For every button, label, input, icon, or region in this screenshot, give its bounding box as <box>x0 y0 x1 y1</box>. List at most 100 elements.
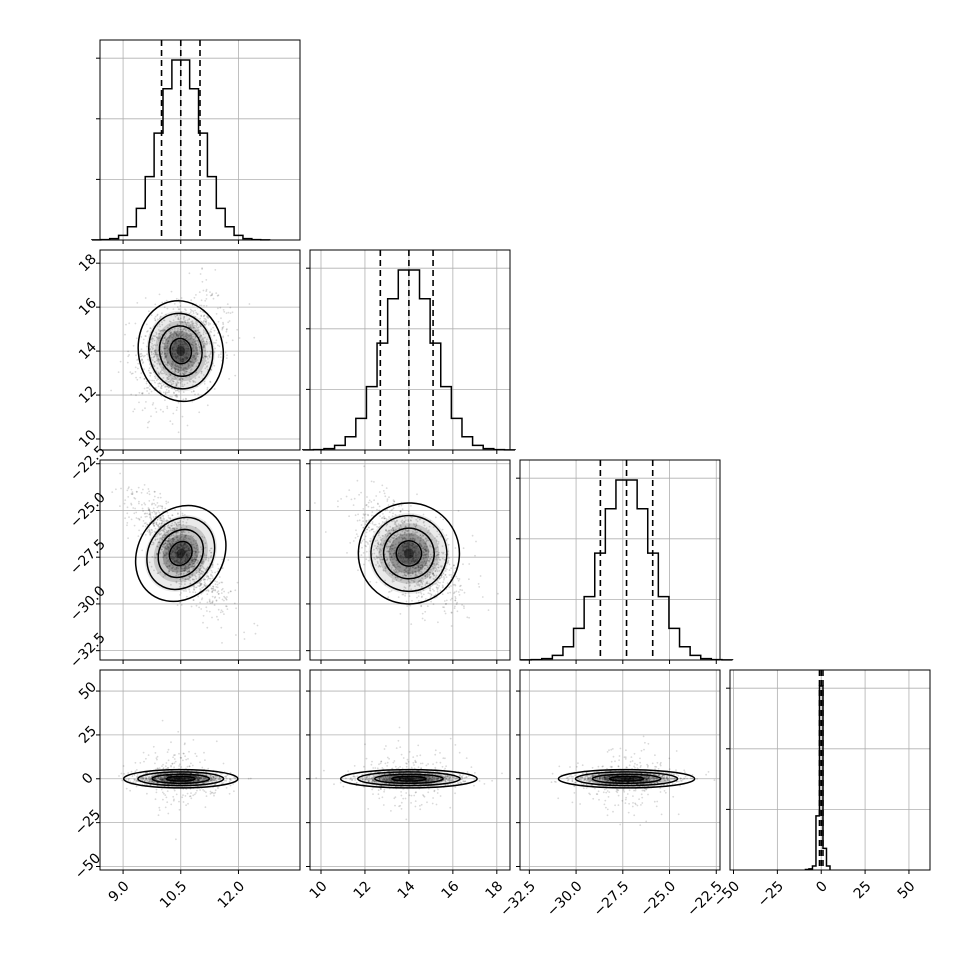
sample-point <box>402 561 404 564</box>
sample-point <box>192 365 194 368</box>
sample-point <box>181 358 184 361</box>
sample-point <box>394 551 396 554</box>
sample-point <box>151 359 154 361</box>
sample-point <box>223 775 226 778</box>
sample-point <box>190 343 193 346</box>
sample-point <box>179 565 182 568</box>
sample-point <box>197 573 200 576</box>
sample-point <box>412 543 415 546</box>
sample-point <box>159 505 162 507</box>
sample-point <box>182 531 185 533</box>
sample-point <box>403 551 406 554</box>
sample-point <box>152 363 155 366</box>
sample-point <box>337 500 339 502</box>
sample-point <box>165 502 168 505</box>
sample-point <box>166 540 169 542</box>
sample-point <box>175 777 178 779</box>
sample-point <box>175 342 178 345</box>
sample-point <box>438 553 440 556</box>
sample-point <box>175 559 178 562</box>
sample-point <box>207 317 210 320</box>
panel-frame <box>99 249 301 451</box>
sample-point <box>187 579 190 581</box>
sample-point <box>179 552 182 555</box>
sample-point <box>141 358 143 361</box>
sample-point <box>166 352 169 355</box>
sample-point <box>200 570 203 572</box>
sample-point <box>210 351 212 354</box>
sample-point <box>123 502 126 505</box>
sample-point <box>194 752 197 755</box>
sample-point <box>180 604 183 606</box>
sample-point <box>204 777 207 780</box>
sample-point <box>183 580 186 583</box>
sample-point <box>160 524 163 526</box>
sample-point <box>194 775 197 778</box>
sample-point <box>403 572 406 574</box>
sample-point <box>362 527 365 529</box>
sample-point <box>183 340 186 343</box>
sample-point <box>153 490 156 493</box>
sample-point <box>185 550 188 553</box>
sample-point <box>155 353 158 356</box>
sample-point <box>177 318 179 320</box>
sample-point <box>191 566 193 569</box>
sample-point <box>172 558 175 561</box>
sample-point <box>211 591 214 594</box>
sample-point <box>411 570 414 573</box>
sample-point <box>179 553 182 556</box>
sample-point <box>165 557 168 560</box>
sample-point <box>166 344 169 347</box>
sample-point <box>170 331 173 334</box>
sample-point <box>477 583 480 585</box>
sample-point <box>177 327 179 330</box>
sample-point <box>227 334 230 337</box>
sample-point <box>175 349 177 351</box>
sample-point <box>215 779 218 782</box>
sample-point <box>193 566 196 569</box>
sample-point <box>161 538 164 541</box>
sample-point <box>167 529 170 532</box>
sample-point <box>127 779 130 781</box>
sample-point <box>195 776 198 779</box>
sample-point <box>172 540 175 543</box>
sample-point <box>188 575 190 578</box>
sample-point <box>179 372 181 375</box>
sample-point <box>163 543 165 546</box>
sample-point <box>152 335 154 337</box>
sample-point <box>409 537 412 540</box>
sample-point <box>159 537 162 539</box>
sample-point <box>186 553 189 556</box>
sample-point <box>403 521 406 524</box>
sample-point <box>402 593 405 596</box>
sample-point <box>195 550 197 553</box>
sample-point <box>406 543 409 545</box>
sample-point <box>127 537 129 540</box>
sample-point <box>400 504 403 507</box>
sample-point <box>192 326 195 329</box>
sample-point <box>253 336 256 339</box>
sample-point <box>455 590 458 593</box>
sample-point <box>183 536 186 539</box>
sample-point <box>180 572 182 575</box>
sample-point <box>175 357 178 359</box>
sample-point <box>153 778 155 780</box>
sample-point <box>207 361 210 364</box>
sample-point <box>185 546 187 549</box>
sample-point <box>215 777 217 780</box>
sample-point <box>208 600 211 603</box>
sample-point <box>174 551 177 554</box>
sample-point <box>417 584 420 587</box>
sample-point <box>380 539 383 542</box>
sample-point <box>147 507 150 509</box>
sample-point <box>183 346 186 348</box>
sample-point <box>198 349 201 352</box>
sample-point <box>176 306 179 308</box>
sample-point <box>153 524 155 527</box>
sample-point <box>146 330 148 333</box>
sample-point <box>151 379 153 382</box>
sample-point <box>430 556 433 558</box>
sample-point <box>378 509 381 512</box>
sample-point <box>156 773 159 776</box>
sample-point <box>219 611 222 614</box>
